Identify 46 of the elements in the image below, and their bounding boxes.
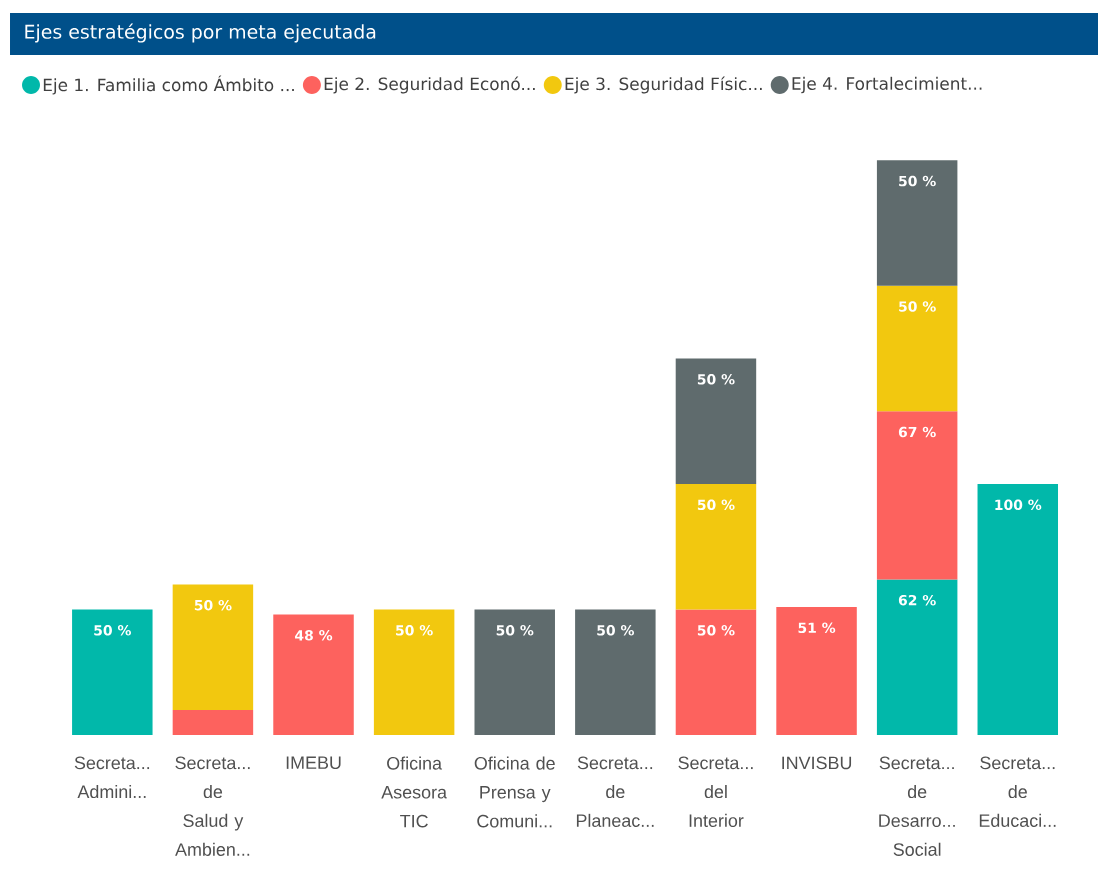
- bar: [876, 285, 958, 412]
- x-tick-label: Secreta... del Interior: [678, 756, 753, 827]
- bar: [675, 358, 757, 485]
- bar: [675, 609, 757, 736]
- legend-label: Eje 3. Seguridad Físic...: [565, 76, 762, 94]
- legend-label: Eje 2. Seguridad Econó...: [324, 76, 535, 94]
- data-label: 67 %: [898, 426, 936, 438]
- x-tick-label: INVISBU: [782, 756, 852, 770]
- bar: [876, 579, 958, 736]
- bar: [876, 411, 958, 580]
- x-tick-label: Secreta... de Educaci...: [979, 756, 1056, 827]
- data-label: 50 %: [597, 625, 635, 636]
- bar: [72, 609, 153, 736]
- x-tick-label: Secreta... de Planeac...: [576, 756, 654, 827]
- x-tick-label: Secreta... de Desarro... Social: [879, 756, 955, 856]
- bar: [273, 614, 354, 736]
- x-tick-label: Oficina de Prensa y Comuni...: [474, 756, 555, 828]
- bar: [876, 160, 958, 286]
- bar: [675, 484, 757, 610]
- bar: [575, 609, 656, 736]
- bar: [474, 609, 555, 736]
- data-label: 50 %: [899, 301, 936, 312]
- bar: [172, 584, 254, 710]
- data-label: 50 %: [697, 499, 735, 511]
- x-tick-label: Oficina Asesora TIC: [381, 756, 448, 828]
- data-label: 48 %: [295, 630, 333, 641]
- data-label: 100 %: [995, 499, 1042, 511]
- data-label: 50 %: [899, 175, 936, 187]
- data-label: 51 %: [798, 622, 836, 634]
- bar: [373, 609, 455, 736]
- data-label: 50 %: [396, 625, 433, 636]
- legend-label: Eje 4. Fortalecimient...: [792, 76, 982, 94]
- x-tick-label: Secreta... Admini...: [74, 756, 150, 799]
- legend-label: Eje 1. Familia como Ámbito ...: [43, 75, 294, 95]
- x-tick-label: Secreta... de Salud y Ambien...: [175, 756, 250, 856]
- bar: [172, 709, 254, 736]
- chart-title: Ejes estratégicos por meta ejecutada: [25, 23, 376, 43]
- data-label: 50 %: [697, 625, 735, 636]
- data-label: 50 %: [194, 599, 232, 611]
- data-label: 50 %: [697, 374, 735, 385]
- data-label: 62 %: [898, 594, 936, 606]
- data-label: 50 %: [496, 625, 534, 636]
- bar: [977, 484, 1059, 736]
- x-tick-label: IMEBU: [286, 756, 341, 770]
- data-label: 50 %: [94, 625, 131, 636]
- bar: [776, 607, 857, 736]
